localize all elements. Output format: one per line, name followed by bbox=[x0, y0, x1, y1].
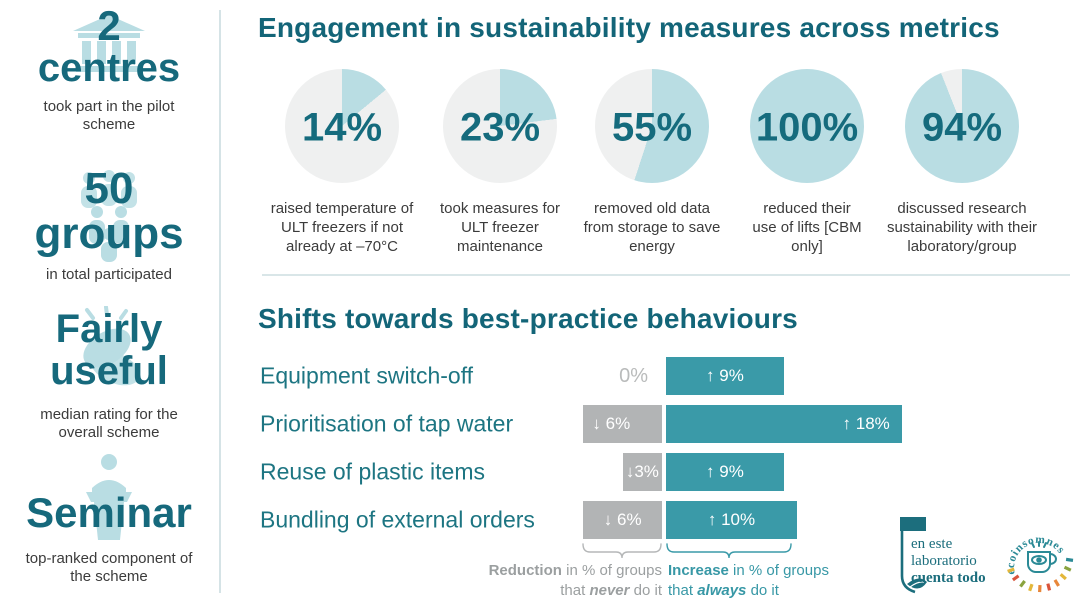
laboratorio-logo-text: en este laboratorio cuenta todo bbox=[911, 536, 986, 587]
increase-legend-keyword: always bbox=[697, 582, 747, 599]
reduction-bar: ↓ 6% bbox=[583, 501, 662, 539]
reduction-brace bbox=[582, 543, 662, 559]
pie-chart: 94% bbox=[905, 69, 1019, 183]
stat-groups: 50 groups in total participated bbox=[0, 166, 218, 284]
bar-row-equipment-switch-off: Equipment switch-off 0% 0% ↑ 9% bbox=[260, 357, 920, 395]
stat-unit: centres bbox=[37, 46, 181, 90]
pie-metric-1: 14% raised temperature of ULT freezers i… bbox=[271, 69, 413, 255]
mug-with-eye-icon bbox=[1027, 541, 1057, 573]
increase-bar: ↑ 9% bbox=[666, 357, 784, 395]
increase-bar-label: ↑ 10% bbox=[707, 510, 756, 529]
pie-value-label: 100% bbox=[755, 105, 859, 150]
reduction-bar: ↓3% bbox=[622, 453, 662, 491]
reduction-legend: Reduction in % of groups that never do i… bbox=[488, 562, 662, 599]
reduction-legend-lead: Reduction bbox=[488, 562, 562, 579]
behaviour-label: Reuse of plastic items bbox=[260, 458, 485, 485]
reduction-bar-label: ↓ 6% bbox=[592, 414, 631, 433]
increase-legend-lead: Increase bbox=[668, 562, 729, 579]
stat-centres: 2 centres took part in the pilot scheme bbox=[0, 4, 218, 134]
reduction-bar-label: ↓3% bbox=[625, 462, 659, 481]
stat-unit: groups bbox=[34, 209, 184, 258]
behaviour-label: Bundling of external orders bbox=[260, 506, 535, 533]
stat-caption: top-ranked component of the scheme bbox=[25, 550, 193, 585]
pie-metric-3: 55% removed old data from storage to sav… bbox=[584, 69, 720, 255]
stat-seminar: Seminar top-ranked component of the sche… bbox=[0, 452, 218, 586]
logo-line-3: cuenta todo bbox=[911, 570, 986, 586]
increase-bar-label: ↑ 9% bbox=[706, 462, 744, 481]
pie-caption: removed old data from storage to save en… bbox=[583, 200, 721, 255]
pie-chart: 23% bbox=[443, 69, 557, 183]
bar-row-tap-water: Prioritisation of tap water ↓ 6% ↓ 6% ↑ … bbox=[260, 405, 920, 443]
reduction-zone: ↓3% ↓3% bbox=[260, 453, 662, 491]
reduction-bar: ↓ 6% bbox=[583, 405, 662, 443]
pie-value-label: 94% bbox=[921, 105, 1003, 150]
pie-chart: 14% bbox=[285, 69, 399, 183]
pie-value-label: 55% bbox=[611, 105, 693, 150]
reduction-zone: ↓ 6% ↓ 6% bbox=[260, 405, 662, 443]
reduction-legend-keyword: never bbox=[589, 582, 630, 599]
increase-legend: Increase in % of groups that always do i… bbox=[668, 562, 829, 599]
shifts-title: Shifts towards best-practice behaviours bbox=[258, 303, 798, 334]
pie-metric-4: 100% reduced their use of lifts [CBM onl… bbox=[750, 69, 864, 255]
stat-value: Fairly bbox=[55, 307, 163, 351]
rainbow-dashes bbox=[1007, 557, 1074, 593]
increase-zone: ↑ 9% bbox=[666, 453, 916, 491]
reduction-bar-label: ↓ 6% bbox=[603, 510, 642, 529]
increase-zone: ↑ 18% bbox=[666, 405, 916, 443]
pie-caption: discussed research sustainability with t… bbox=[886, 200, 1038, 255]
bar-row-external-orders: Bundling of external orders ↓ 6% ↓ 6% ↑ … bbox=[260, 501, 920, 539]
increase-zone: ↑ 10% bbox=[666, 501, 916, 539]
increase-bar-label: ↑ 18% bbox=[842, 414, 890, 433]
increase-bar-label: ↑ 9% bbox=[706, 366, 744, 385]
horizontal-divider bbox=[262, 274, 1070, 276]
reduction-zone: ↓ 6% ↓ 6% bbox=[260, 501, 662, 539]
pie-caption: raised temperature of ULT freezers if no… bbox=[270, 200, 414, 255]
legend-braces bbox=[582, 543, 792, 559]
diverging-bar-chart: Equipment switch-off 0% 0% ↑ 9% Prioriti… bbox=[260, 357, 920, 549]
stat-value: 2 bbox=[97, 2, 121, 49]
pie-chart: 55% bbox=[595, 69, 709, 183]
logo-line-2: laboratorio bbox=[911, 553, 977, 569]
pie-caption: reduced their use of lifts [CBM only] bbox=[752, 200, 862, 255]
stat-rating: Fairly useful median rating for the over… bbox=[0, 305, 218, 442]
behaviour-label: Equipment switch-off bbox=[260, 362, 474, 389]
pie-value-label: 14% bbox=[301, 105, 383, 150]
people-group-icon bbox=[67, 170, 151, 267]
vertical-divider bbox=[219, 10, 221, 593]
stat-unit: useful bbox=[50, 349, 168, 393]
stat-value: Seminar bbox=[26, 489, 192, 536]
pie-metric-2: 23% took measures for ULT freezer mainte… bbox=[440, 69, 560, 255]
increase-zone: ↑ 9% bbox=[666, 357, 916, 395]
bookmark-leaf-icon bbox=[900, 517, 927, 594]
zero-value-label: 0% bbox=[619, 365, 648, 387]
stat-value: 50 bbox=[84, 164, 134, 213]
pie-value-label: 23% bbox=[459, 105, 541, 150]
logo-line-1: en este bbox=[911, 536, 953, 552]
building-icon bbox=[66, 12, 152, 79]
increase-bar: ↑ 10% bbox=[666, 501, 797, 539]
pie-caption: took measures for ULT freezer maintenanc… bbox=[439, 200, 561, 255]
stat-caption: median rating for the overall scheme bbox=[40, 406, 178, 441]
laboratorio-logo: en este laboratorio cuenta todo bbox=[893, 512, 1005, 608]
pie-metric-5: 94% discussed research sustainability wi… bbox=[887, 69, 1037, 255]
stat-caption: in total participated bbox=[46, 266, 172, 283]
increase-bar: ↑ 9% bbox=[666, 453, 784, 491]
bar-row-plastic-items: Reuse of plastic items ↓3% ↓3% ↑ 9% bbox=[260, 453, 920, 491]
increase-brace bbox=[666, 543, 792, 559]
pie-chart: 100% bbox=[750, 69, 864, 183]
increase-bar: ↑ 18% bbox=[666, 405, 902, 443]
clapping-hands-icon bbox=[63, 305, 155, 399]
sidebar-stats: 2 centres took part in the pilot scheme bbox=[0, 0, 218, 613]
reduction-zone: 0% 0% bbox=[260, 357, 662, 395]
lectern-speaker-icon bbox=[72, 452, 146, 551]
behaviour-label: Prioritisation of tap water bbox=[260, 410, 514, 437]
ecoinsomnes-logo: ecoinsomnes bbox=[1000, 512, 1080, 608]
stat-caption: took part in the pilot scheme bbox=[43, 98, 175, 133]
engagement-title: Engagement in sustainability measures ac… bbox=[258, 12, 1000, 43]
